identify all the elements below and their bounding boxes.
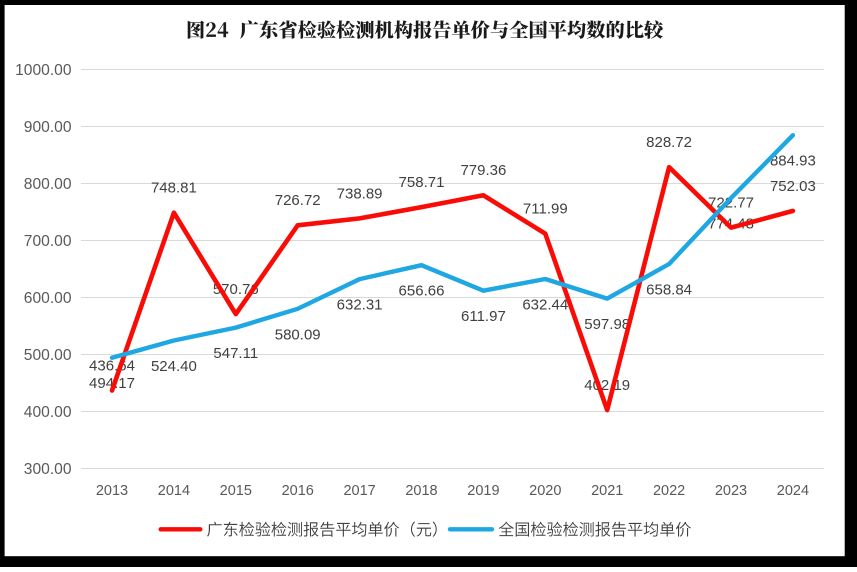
svg-text:2017: 2017 [343,483,375,499]
svg-text:726.72: 726.72 [275,192,321,209]
svg-text:779.36: 779.36 [460,162,506,179]
svg-text:547.11: 547.11 [213,345,258,362]
svg-text:658.84: 658.84 [646,282,692,299]
svg-text:580.09: 580.09 [275,326,321,343]
svg-text:1000.00: 1000.00 [15,62,72,79]
svg-text:2016: 2016 [282,483,314,499]
svg-text:2022: 2022 [653,483,685,499]
svg-text:2021: 2021 [591,483,623,499]
svg-text:700.00: 700.00 [24,233,72,250]
svg-text:884.93: 884.93 [770,153,816,170]
svg-text:752.03: 752.03 [770,178,816,195]
svg-text:597.98: 597.98 [584,316,630,333]
svg-text:2019: 2019 [467,483,499,499]
svg-text:2023: 2023 [715,483,747,499]
svg-text:828.72: 828.72 [646,134,692,151]
svg-text:436.64: 436.64 [89,357,135,374]
svg-text:500.00: 500.00 [24,347,72,364]
svg-text:758.71: 758.71 [399,174,445,191]
svg-text:632.31: 632.31 [337,297,383,314]
svg-text:900.00: 900.00 [24,119,72,136]
svg-text:632.44: 632.44 [522,297,568,314]
svg-text:656.66: 656.66 [399,283,445,300]
svg-text:524.40: 524.40 [151,358,197,375]
svg-text:774.48: 774.48 [708,216,754,233]
svg-text:2018: 2018 [405,483,437,499]
svg-text:2024: 2024 [777,483,809,499]
svg-text:748.81: 748.81 [151,180,197,197]
svg-text:2020: 2020 [529,483,561,499]
svg-text:300.00: 300.00 [24,461,72,478]
svg-text:2014: 2014 [158,483,190,499]
svg-text:2013: 2013 [96,483,128,499]
svg-text:600.00: 600.00 [24,290,72,307]
svg-text:800.00: 800.00 [24,176,72,193]
svg-text:400.00: 400.00 [24,404,72,421]
svg-text:402.19: 402.19 [584,377,630,394]
svg-text:711.99: 711.99 [523,201,568,218]
svg-text:611.97: 611.97 [461,308,506,325]
svg-text:2015: 2015 [220,483,252,499]
svg-text:738.89: 738.89 [337,185,383,202]
